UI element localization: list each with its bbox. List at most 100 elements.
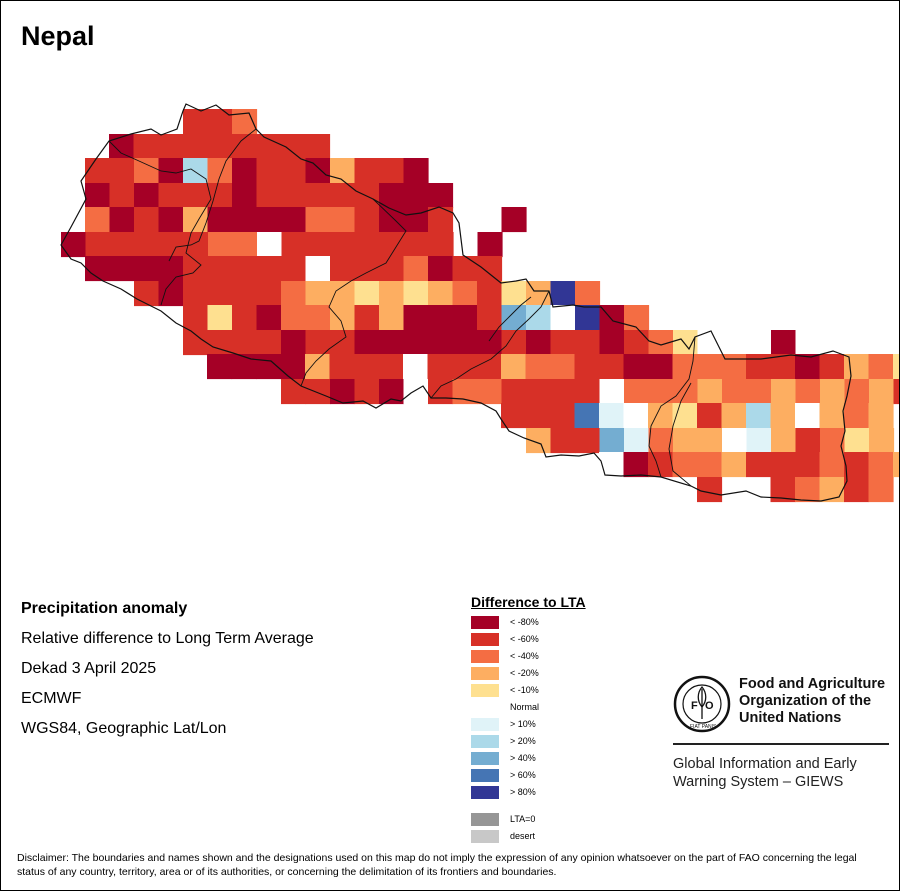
anomaly-cell bbox=[624, 330, 650, 356]
anomaly-cell bbox=[403, 158, 429, 184]
anomaly-cell bbox=[207, 183, 233, 209]
anomaly-cell bbox=[844, 477, 870, 503]
legend-label: > 10% bbox=[510, 719, 536, 729]
anomaly-cell bbox=[134, 207, 160, 233]
projection-label: WGS84, Geographic Lat/Lon bbox=[21, 720, 227, 737]
legend-items: < -80% < -60% < -40% < -20% < -10% Normal > 10… bbox=[471, 614, 586, 801]
anomaly-cell bbox=[231, 354, 257, 380]
anomaly-cell bbox=[697, 477, 723, 503]
legend-label: < -60% bbox=[510, 634, 539, 644]
province-boundary bbox=[488, 296, 532, 342]
anomaly-cell bbox=[305, 354, 331, 380]
anomaly-cell bbox=[183, 330, 209, 356]
anomaly-cell bbox=[281, 232, 307, 258]
anomaly-cell bbox=[207, 330, 233, 356]
anomaly-cell bbox=[427, 354, 453, 380]
anomaly-cell bbox=[158, 207, 184, 233]
anomaly-cell bbox=[306, 232, 332, 258]
anomaly-cell bbox=[330, 207, 356, 233]
anomaly-cell bbox=[869, 428, 895, 454]
anomaly-cell bbox=[183, 183, 209, 209]
anomaly-cell bbox=[599, 428, 625, 454]
anomaly-cell bbox=[379, 158, 405, 184]
anomaly-cell bbox=[623, 354, 649, 380]
anomaly-cell bbox=[844, 452, 870, 478]
anomaly-cell bbox=[550, 403, 576, 429]
anomaly-cell bbox=[672, 452, 698, 478]
anomaly-cell bbox=[183, 281, 209, 307]
anomaly-cell bbox=[158, 158, 184, 184]
emblem-letter-o: O bbox=[705, 700, 714, 712]
anomaly-cell bbox=[403, 183, 429, 209]
anomaly-cell bbox=[893, 379, 899, 405]
legend-label: > 80% bbox=[510, 787, 536, 797]
anomaly-cell bbox=[477, 281, 503, 307]
legend-item: < -20% bbox=[471, 665, 586, 682]
anomaly-cell bbox=[525, 403, 551, 429]
anomaly-cell bbox=[452, 256, 478, 282]
province-boundary bbox=[108, 140, 212, 306]
legend-label: LTA=0 bbox=[510, 814, 536, 824]
anomaly-cell bbox=[281, 256, 307, 282]
anomaly-grid bbox=[61, 109, 899, 503]
data-source: ECMWF bbox=[21, 690, 82, 707]
anomaly-cell bbox=[134, 281, 160, 307]
anomaly-cell bbox=[771, 379, 797, 405]
anomaly-cell bbox=[207, 207, 233, 233]
anomaly-cell bbox=[820, 379, 846, 405]
anomaly-cell bbox=[819, 354, 845, 380]
anomaly-cell bbox=[819, 477, 845, 503]
anomaly-cell bbox=[305, 183, 331, 209]
anomaly-cell bbox=[305, 281, 331, 307]
fao-name-line: United Nations bbox=[739, 710, 842, 726]
legend-label: < -80% bbox=[510, 617, 539, 627]
anomaly-cell bbox=[624, 379, 650, 405]
province-boundary bbox=[668, 382, 692, 487]
giews-name: Global Information and Early Warning Sys… bbox=[673, 755, 857, 791]
anomaly-cell bbox=[697, 354, 723, 380]
anomaly-cell bbox=[403, 207, 429, 233]
anomaly-cell bbox=[501, 281, 527, 307]
anomaly-cell bbox=[232, 256, 258, 282]
anomaly-cell bbox=[428, 207, 454, 233]
anomaly-cell bbox=[672, 354, 698, 380]
anomaly-cell bbox=[795, 477, 821, 503]
anomaly-cell bbox=[452, 305, 478, 331]
variable-name: Precipitation anomaly bbox=[21, 600, 188, 617]
anomaly-cell bbox=[85, 232, 111, 258]
legend-item: < -40% bbox=[471, 648, 586, 665]
anomaly-cell bbox=[550, 330, 576, 356]
anomaly-cell bbox=[428, 232, 454, 258]
anomaly-cell bbox=[721, 354, 747, 380]
legend: Difference to LTA < -80% < -60% < -40% < -2… bbox=[471, 594, 586, 845]
anomaly-cell bbox=[722, 330, 748, 356]
legend-swatch bbox=[471, 633, 499, 646]
anomaly-cell bbox=[354, 379, 380, 405]
anomaly-cell bbox=[795, 354, 821, 380]
anomaly-cell bbox=[868, 354, 894, 380]
legend-label: > 20% bbox=[510, 736, 536, 746]
anomaly-cell bbox=[133, 134, 159, 160]
anomaly-cell bbox=[477, 330, 503, 356]
anomaly-cell bbox=[428, 330, 454, 356]
anomaly-cell bbox=[134, 183, 160, 209]
anomaly-cell bbox=[85, 183, 111, 209]
anomaly-cell bbox=[280, 354, 306, 380]
anomaly-cell bbox=[305, 305, 331, 331]
anomaly-cell bbox=[109, 183, 135, 209]
anomaly-cell bbox=[330, 232, 356, 258]
legend-label: < -10% bbox=[510, 685, 539, 695]
legend-label: desert bbox=[510, 831, 536, 841]
legend-item: Normal bbox=[471, 699, 586, 716]
legend-swatch bbox=[471, 830, 499, 843]
map-title: Nepal bbox=[21, 21, 95, 51]
anomaly-cell bbox=[256, 305, 282, 331]
legend-item: > 60% bbox=[471, 767, 586, 784]
anomaly-cell bbox=[330, 330, 356, 356]
anomaly-cell bbox=[575, 379, 601, 405]
legend-title: Difference to LTA bbox=[471, 594, 586, 610]
legend-swatch bbox=[471, 667, 499, 680]
anomaly-cell bbox=[403, 305, 429, 331]
anomaly-cell bbox=[575, 428, 601, 454]
anomaly-cell bbox=[746, 330, 772, 356]
